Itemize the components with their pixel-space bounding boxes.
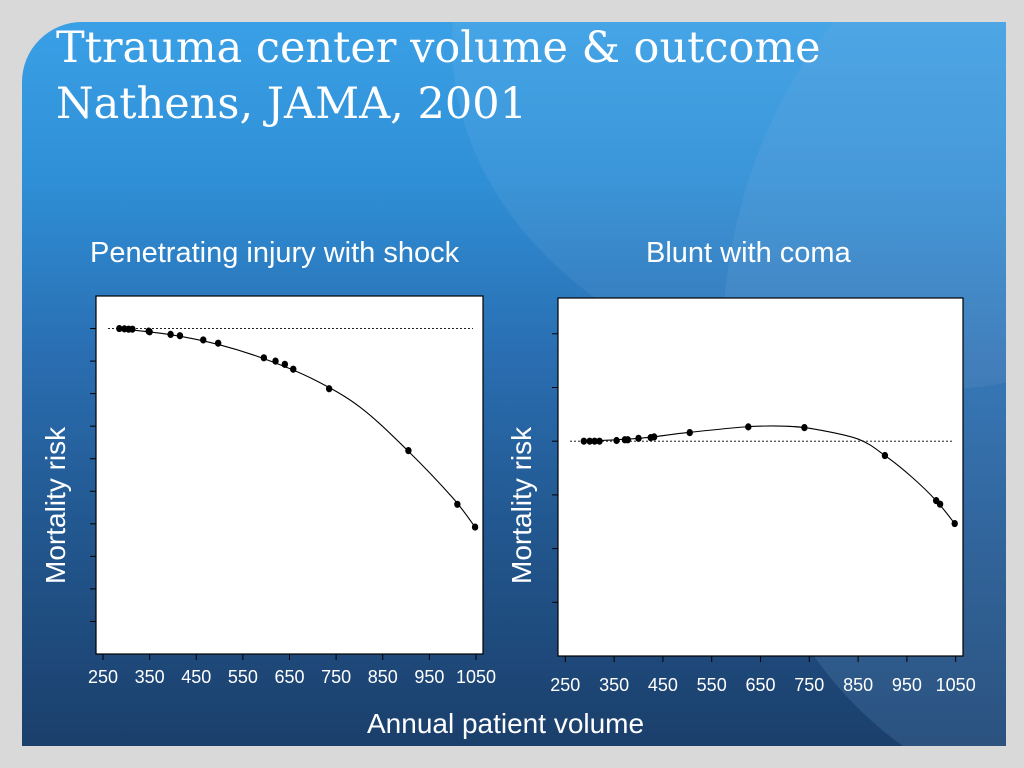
- x-tick-label-left-0: 250: [88, 667, 118, 687]
- fit-curve-left: [119, 327, 476, 528]
- data-point-left-5: [146, 328, 153, 336]
- data-point-left-3: [129, 325, 136, 333]
- chart-right: 250 350 450 550 650 750 850 950 1050: [550, 297, 976, 695]
- data-point-right-4: [613, 436, 620, 445]
- data-point-left-8: [200, 336, 207, 344]
- data-point-right-13: [881, 451, 889, 460]
- x-tick-label-right-7: 950: [892, 675, 922, 695]
- data-point-right-1: [586, 437, 593, 445]
- data-point-left-12: [281, 360, 289, 368]
- x-tick-label-left-3: 550: [228, 667, 258, 687]
- data-point-left-6: [167, 330, 174, 339]
- data-point-left-0: [116, 324, 123, 333]
- data-point-right-3: [596, 437, 603, 445]
- data-point-right-0: [580, 437, 588, 445]
- data-point-right-10: [686, 429, 693, 437]
- data-point-right-7: [635, 434, 642, 442]
- data-point-left-15: [405, 446, 412, 455]
- chart-title-right: Blunt with coma: [646, 237, 851, 269]
- plot-area-right: [557, 297, 964, 657]
- x-tick-label-left-7: 950: [414, 667, 444, 687]
- x-tick-label-right-3: 550: [697, 675, 727, 695]
- chart-left: 250 350 450 550 650 750 850 950 1050: [88, 295, 496, 687]
- x-tick-label-right-2: 450: [648, 675, 678, 695]
- x-tick-label-right-1: 350: [599, 675, 629, 695]
- slide-title-line-1: Ttrauma center volume & outcome: [56, 23, 821, 73]
- x-tick-label-right-4: 650: [745, 675, 775, 695]
- data-point-right-2: [591, 437, 598, 445]
- data-point-left-14: [325, 385, 333, 393]
- data-point-left-9: [214, 339, 222, 347]
- x-tick-label-right-6: 850: [843, 675, 873, 695]
- x-tick-label-left-6: 850: [368, 667, 398, 687]
- data-point-right-6: [624, 436, 631, 444]
- x-tick-label-left-4: 650: [274, 667, 304, 687]
- x-axis-label: Annual patient volume: [367, 708, 645, 739]
- data-point-right-9: [650, 433, 658, 441]
- data-point-left-13: [290, 365, 297, 373]
- x-tick-label-right-5: 750: [794, 675, 824, 695]
- data-point-left-16: [454, 500, 461, 508]
- x-tick-label-right-0: 250: [550, 675, 580, 695]
- x-tick-label-right-8: 1050: [936, 675, 976, 695]
- x-tick-label-left-2: 450: [181, 667, 211, 687]
- data-point-right-11: [745, 423, 752, 431]
- data-point-right-16: [951, 519, 958, 528]
- data-point-left-7: [176, 332, 184, 340]
- slide-title: Ttrauma center volume & outcome Nathens,…: [56, 20, 956, 132]
- x-tick-label-left-5: 750: [321, 667, 351, 687]
- data-point-left-10: [260, 354, 268, 362]
- data-point-left-17: [471, 523, 479, 531]
- data-point-right-12: [801, 423, 808, 432]
- fit-curve-right: [583, 425, 956, 524]
- data-point-right-15: [936, 500, 944, 508]
- chart-title-left: Penetrating injury with shock: [90, 237, 460, 269]
- plot-area-left: [95, 295, 484, 655]
- x-tick-label-left-8: 1050: [456, 667, 496, 687]
- slide-title-line-2: Nathens, JAMA, 2001: [56, 79, 527, 129]
- data-point-left-11: [272, 357, 279, 365]
- x-tick-label-left-1: 350: [135, 667, 165, 687]
